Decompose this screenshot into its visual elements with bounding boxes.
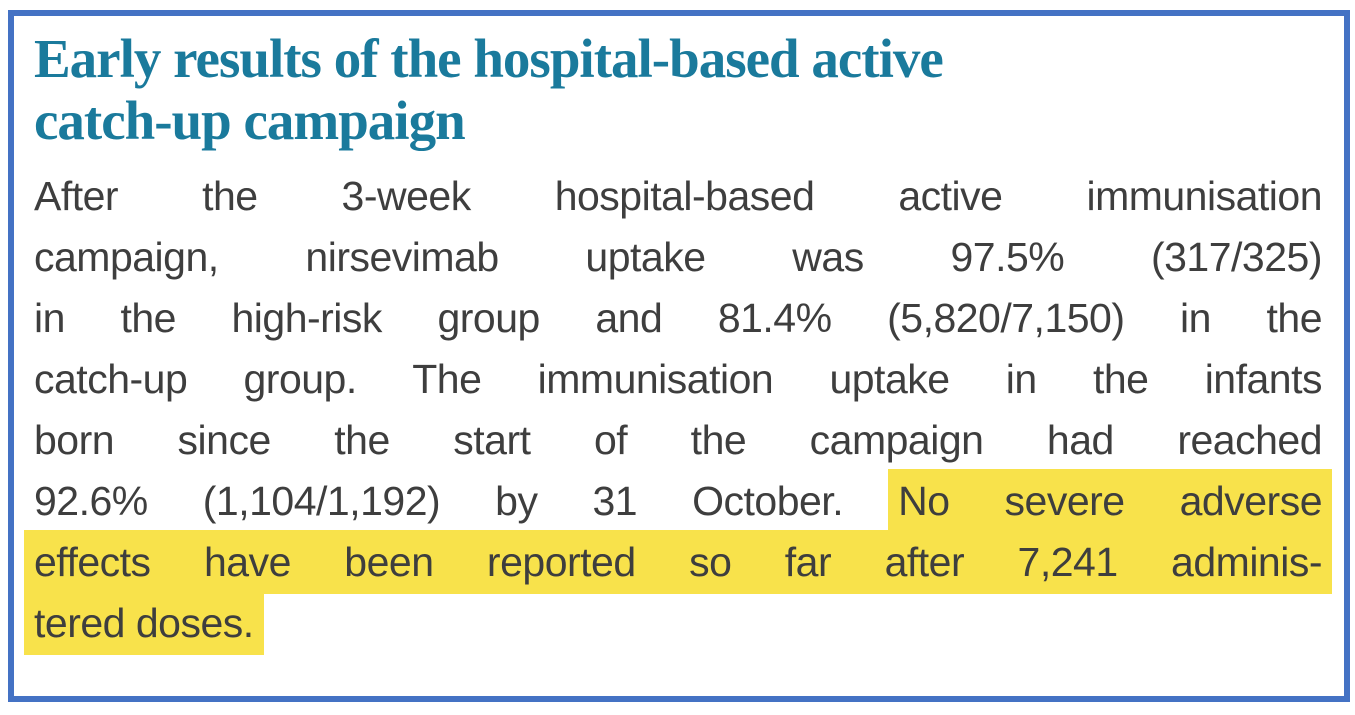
paragraph-line: effects have been reported so far after … <box>24 530 1332 594</box>
paragraph: After the 3-week hospital-based active i… <box>24 166 1332 655</box>
paragraph-line: tered doses. <box>24 591 1322 655</box>
paragraph-line: in the high-risk group and 81.4% (5,820/… <box>34 288 1323 349</box>
paragraph-line: 92.6% (1,104/1,192) by 31 October. No se… <box>34 469 1332 533</box>
paragraph-line: campaign, nirsevimab uptake was 97.5% (3… <box>34 227 1323 288</box>
body-text: catch-up group. The immunisation uptake … <box>34 356 1323 402</box>
section-heading-line: Early results of the hospital-based acti… <box>34 28 944 89</box>
highlighted-text: No severe adverse <box>888 469 1332 533</box>
section-heading: Early results of the hospital-based acti… <box>34 28 1322 152</box>
section-heading-line: catch-up campaign <box>34 90 466 151</box>
paragraph-line: catch-up group. The immunisation uptake … <box>34 349 1323 410</box>
paragraph-line: born since the start of the campaign had… <box>34 410 1323 471</box>
highlighted-text: effects have been reported so far after … <box>24 530 1332 594</box>
paragraph-line: After the 3-week hospital-based active i… <box>34 166 1323 227</box>
excerpt-panel: Early results of the hospital-based acti… <box>8 10 1350 702</box>
body-text: 92.6% (1,104/1,192) by 31 October. <box>34 478 899 524</box>
body-text: born since the start of the campaign had… <box>34 417 1323 463</box>
body-text: in the high-risk group and 81.4% (5,820/… <box>34 295 1323 341</box>
highlighted-text: tered doses. <box>24 591 264 655</box>
body-text: campaign, nirsevimab uptake was 97.5% (3… <box>34 234 1323 280</box>
body-text: After the 3-week hospital-based active i… <box>34 173 1323 219</box>
